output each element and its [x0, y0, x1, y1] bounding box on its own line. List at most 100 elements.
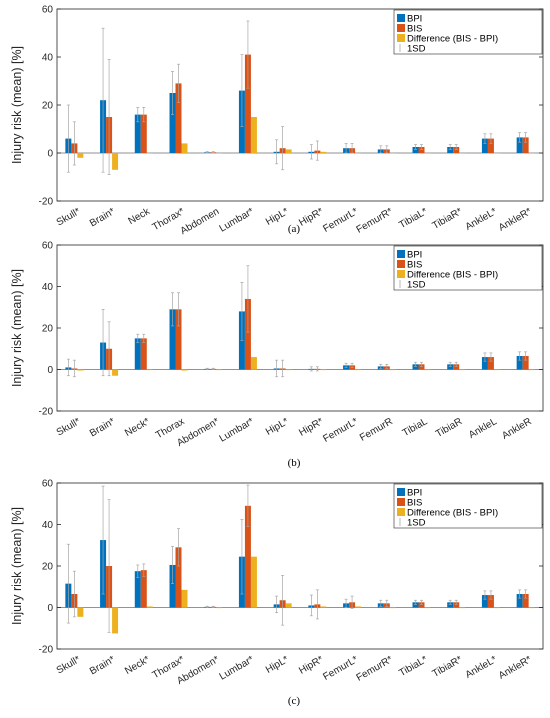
- x-tick-label: AnkleL*: [464, 206, 499, 233]
- bar-difference: [459, 153, 466, 154]
- panel-caption: (c): [288, 695, 301, 707]
- chart-panel: -20 0 20 40 60 Injury risk (mean) [%] Skull* Br…: [10, 479, 544, 707]
- bar-difference: [493, 153, 500, 154]
- x-tick-label: Lumbar*: [218, 206, 256, 234]
- legend-label: BPI: [407, 488, 422, 499]
- x-tick-label: Abdomen: [179, 206, 222, 237]
- bar-bis: [522, 594, 529, 608]
- bar-difference: [389, 369, 396, 371]
- x-tick-label: Skull*: [55, 206, 83, 228]
- bar-bis: [175, 309, 182, 370]
- bar-difference: [77, 153, 84, 158]
- bar-difference: [285, 149, 292, 153]
- legend-label: Difference (BIS - BPI): [407, 34, 498, 45]
- x-tick-label: FemurL*: [321, 654, 360, 683]
- x-tick-label: Neck*: [123, 416, 152, 439]
- legend-swatch: [397, 250, 405, 258]
- bar-difference: [355, 606, 362, 608]
- bar-bis: [418, 364, 425, 370]
- legend-swatch: [397, 508, 405, 516]
- x-tick-label: TibiaR*: [431, 206, 465, 232]
- bar-bis: [140, 338, 147, 370]
- legend-label: 1SD: [407, 44, 426, 55]
- x-tick-label: TibiaL*: [397, 654, 429, 679]
- bar-difference: [424, 153, 431, 154]
- x-tick-label: TibiaR: [434, 416, 464, 440]
- legend-label: 1SD: [407, 518, 426, 529]
- x-tick-label: TibiaR*: [431, 654, 465, 680]
- bar-difference: [424, 369, 431, 371]
- bar-difference: [459, 607, 466, 609]
- bar-difference: [459, 369, 466, 371]
- bar-difference: [216, 607, 223, 609]
- bar-difference: [320, 151, 327, 153]
- x-tick-label: Brain*: [88, 654, 117, 677]
- x-tick-label: Skull*: [55, 654, 83, 676]
- y-tick-label: 0: [47, 149, 53, 160]
- bar-difference: [389, 153, 396, 154]
- y-tick-label: 40: [42, 520, 54, 531]
- legend-box: [393, 9, 543, 55]
- x-tick-label: Brain*: [88, 416, 117, 439]
- y-axis-label: Injury risk (mean) [%]: [10, 46, 24, 164]
- y-tick-label: 40: [42, 53, 54, 64]
- bar-difference: [112, 369, 119, 376]
- bar-bpi: [412, 147, 419, 153]
- x-tick-label: TibiaL: [401, 416, 430, 439]
- bar-bis: [453, 364, 460, 370]
- bar-bis: [140, 114, 147, 153]
- bar-bpi: [169, 309, 176, 370]
- x-tick-label: Neck*: [123, 654, 152, 677]
- panel-caption: (b): [288, 457, 301, 469]
- x-tick-label: HipL*: [264, 206, 291, 228]
- bar-bis: [522, 356, 529, 370]
- legend-swatch: [397, 34, 405, 42]
- legend-label: BIS: [407, 24, 422, 35]
- bar-difference: [320, 369, 327, 371]
- bar-difference: [493, 369, 500, 371]
- bar-bis: [487, 357, 494, 370]
- y-tick-label: -20: [39, 197, 54, 208]
- y-tick-label: 40: [42, 282, 54, 293]
- bar-difference: [424, 607, 431, 609]
- legend-box: [393, 245, 543, 291]
- x-tick-label: AnkleR*: [497, 206, 534, 234]
- bar-bis: [418, 147, 425, 153]
- bar-difference: [250, 117, 257, 153]
- x-tick-label: Lumbar*: [218, 416, 256, 444]
- bar-bis: [522, 137, 529, 153]
- x-tick-label: FemurR*: [355, 654, 395, 684]
- y-axis-label: Injury risk (mean) [%]: [10, 507, 24, 625]
- legend-swatch: [397, 260, 405, 268]
- bar-difference: [250, 556, 257, 608]
- bar-bpi: [169, 564, 176, 608]
- y-tick-label: 0: [47, 365, 53, 376]
- bar-bpi: [134, 571, 141, 608]
- chart-panel: -20 0 20 40 60 Injury risk (mean) [%] Skull* Br…: [10, 5, 544, 237]
- bar-difference: [181, 589, 188, 608]
- bar-difference: [181, 369, 188, 371]
- y-tick-label: 0: [47, 603, 53, 614]
- x-tick-label: HipL*: [264, 654, 291, 676]
- x-tick-label: FemurR*: [355, 206, 395, 236]
- x-tick-label: AnkleL: [467, 416, 499, 441]
- bar-difference: [250, 357, 257, 370]
- bar-bpi: [516, 137, 523, 153]
- bar-bpi: [134, 114, 141, 153]
- bar-bpi: [481, 595, 488, 608]
- bar-difference: [355, 153, 362, 154]
- bar-bis: [487, 595, 494, 608]
- bar-difference: [112, 153, 119, 170]
- bar-bis: [487, 138, 494, 153]
- y-tick-label: 20: [42, 101, 54, 112]
- legend-label: BPI: [407, 250, 422, 261]
- bar-bpi: [412, 602, 419, 608]
- bar-bpi: [481, 138, 488, 153]
- legend-label: Difference (BIS - BPI): [407, 270, 498, 281]
- x-tick-label: FemurR: [358, 416, 395, 444]
- legend-swatch: [397, 498, 405, 506]
- bar-bpi: [516, 594, 523, 608]
- x-tick-label: Neck: [127, 206, 153, 227]
